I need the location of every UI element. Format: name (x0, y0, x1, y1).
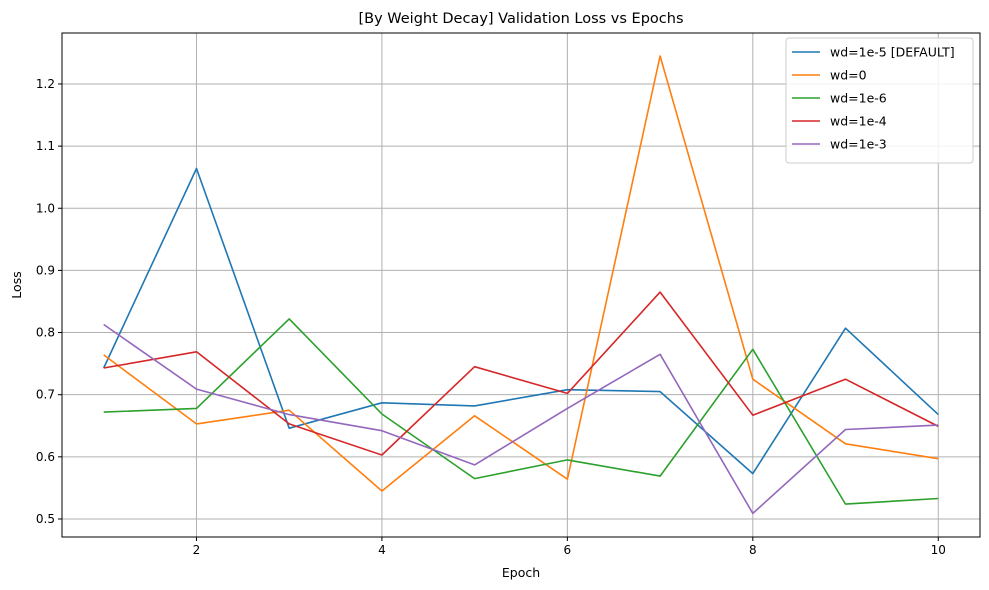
legend-label: wd=1e-5 [DEFAULT] (830, 45, 955, 60)
legend-label: wd=1e-6 (830, 91, 887, 106)
series-line-0 (102, 167, 939, 475)
legend-box (785, 37, 974, 164)
y-tick-label: 0.9 (36, 263, 55, 277)
y-axis-ticks: 0.5 0.6 0.7 0.8 0.9 1.0 1.1 1.2 (36, 77, 62, 526)
y-tick-label: 0.5 (36, 512, 55, 526)
y-tick-label: 1.1 (36, 139, 55, 153)
legend-label: wd=1e-3 (830, 137, 887, 152)
chart-title: [By Weight Decay] Validation Loss vs Epo… (358, 11, 683, 27)
y-tick-label: 0.8 (36, 326, 55, 340)
plot-area-frame (61, 32, 981, 538)
x-tick-label: 4 (378, 543, 386, 557)
y-axis-label: Loss (9, 271, 24, 298)
y-tick-label: 1.2 (36, 77, 55, 91)
x-axis-label: Epoch (502, 565, 540, 580)
legend-label: wd=0 (830, 68, 867, 83)
x-tick-label: 2 (193, 543, 201, 557)
series-line-3 (103, 291, 939, 456)
x-tick-label: 10 (931, 543, 946, 557)
x-tick-label: 8 (749, 543, 757, 557)
x-tick-label: 6 (564, 543, 572, 557)
y-tick-label: 0.6 (36, 450, 55, 464)
y-tick-label: 0.7 (36, 388, 55, 402)
series-lines (102, 55, 939, 515)
x-axis-ticks: 2 4 6 8 10 (193, 537, 946, 557)
legend-label: wd=1e-4 (830, 114, 887, 129)
legend: wd=1e-5 [DEFAULT] wd=0 wd=1e-6 wd=1e-4 wd=1e… (785, 37, 974, 164)
series-line-1 (103, 55, 939, 492)
y-tick-label: 1.0 (36, 201, 55, 215)
series-line-2 (103, 318, 939, 505)
series-line-4 (103, 323, 939, 515)
